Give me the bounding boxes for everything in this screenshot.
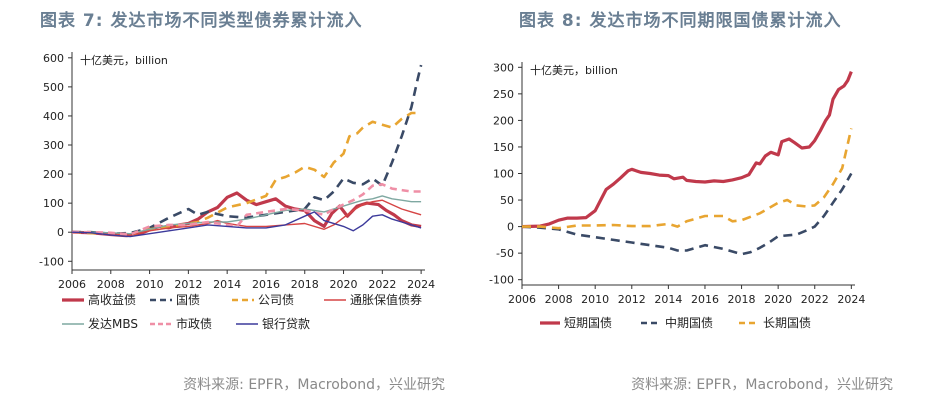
- legend-label: 发达MBS: [88, 316, 138, 331]
- x-tick-label: 2022: [368, 278, 396, 291]
- legend-item: 通胀保值债券: [324, 292, 422, 307]
- legend-label: 长期国债: [763, 316, 811, 330]
- y-tick-label: 300: [493, 61, 514, 74]
- series-line: [71, 211, 422, 238]
- legend-item: 长期国债: [739, 316, 811, 330]
- x-tick-label: 2016: [252, 278, 280, 291]
- legend-item: 市政债: [150, 316, 212, 331]
- x-tick-label: 2014: [654, 293, 682, 306]
- x-tick-label: 2022: [801, 293, 829, 306]
- legend-item: 公司债: [232, 293, 294, 307]
- x-tick-label: 2024: [837, 293, 865, 306]
- legend-item: 短期国债: [540, 316, 612, 330]
- y-tick-label: 600: [43, 52, 64, 65]
- chart-panel-right: 图表 8: 发达市场不同期限国债累计流入 -100 -50 0 50 100 150 200…: [467, 0, 935, 405]
- x-tick-label: 2010: [136, 278, 164, 291]
- source-note: 资料来源: EPFR，Macrobond，兴业研究: [631, 377, 893, 393]
- y-tick-label: 300: [43, 139, 64, 152]
- series-line: [521, 172, 853, 256]
- legend-label: 高收益债: [88, 292, 136, 307]
- y-tick-label: 0: [57, 226, 64, 239]
- legend-label: 银行贷款: [262, 317, 310, 331]
- x-tick-label: 2010: [581, 293, 609, 306]
- x-tick-label: 2018: [728, 293, 756, 306]
- y-tick-label: -100: [39, 255, 64, 268]
- series-line: [522, 128, 853, 230]
- unit-label: 十亿美元，billion: [80, 53, 168, 67]
- legend-label: 短期国债: [564, 316, 612, 330]
- y-tick-label: 400: [43, 110, 64, 123]
- line-chart-treasury-maturity: -100 -50 0 50 100 150 200 250 300 2006 2008 2010 201…: [489, 61, 865, 330]
- legend-label: 国债: [176, 293, 200, 307]
- legend-label: 中期国债: [665, 315, 713, 330]
- x-tick-label: 2008: [97, 278, 125, 291]
- y-tick-label: 50: [500, 194, 514, 207]
- y-tick-label: 250: [493, 88, 514, 101]
- x-tick-label: 2012: [174, 278, 202, 291]
- x-tick-label: 2006: [508, 293, 536, 306]
- x-tick-label: 2014: [213, 278, 241, 291]
- series-line: [71, 111, 422, 237]
- legend-item: 国债: [150, 293, 200, 307]
- x-tick-label: 2012: [618, 293, 646, 306]
- chart-panel-left: 图表 7: 发达市场不同类型债券累计流入 -100 0 100 200 300 400 50…: [0, 0, 467, 405]
- legend-label: 公司债: [258, 293, 294, 307]
- legend-label: 市政债: [176, 316, 212, 331]
- y-tick-label: 100: [493, 168, 514, 181]
- x-tick-label: 2008: [545, 293, 573, 306]
- x-tick-label: 2016: [691, 293, 719, 306]
- series-line: [72, 64, 423, 235]
- figure-title: 图表 8: 发达市场不同期限国债累计流入: [519, 11, 842, 31]
- legend-item: 中期国债: [641, 315, 713, 330]
- x-tick-label: 2020: [330, 278, 358, 291]
- y-tick-label: 200: [43, 168, 64, 181]
- y-tick-label: 500: [43, 81, 64, 94]
- y-tick-label: 0: [507, 221, 514, 234]
- y-tick-label: -100: [489, 274, 514, 287]
- y-tick-label: 150: [493, 141, 514, 154]
- y-tick-label: 200: [493, 114, 514, 127]
- series-line: [72, 183, 422, 236]
- line-chart-bond-types: -100 0 100 200 300 400 500 600 2006 2008 2010 2012 2…: [39, 52, 435, 331]
- figure-title: 图表 7: 发达市场不同类型债券累计流入: [40, 11, 363, 31]
- x-tick-label: 2018: [291, 278, 319, 291]
- x-tick-label: 2020: [764, 293, 792, 306]
- source-note: 资料来源: EPFR，Macrobond，兴业研究: [183, 377, 445, 393]
- series-line: [521, 71, 853, 229]
- unit-label: 十亿美元，billion: [530, 63, 618, 77]
- x-tick-label: 2006: [58, 278, 86, 291]
- legend-item: 银行贷款: [236, 317, 310, 331]
- series-line: [72, 195, 422, 235]
- legend-item: 高收益债: [62, 292, 136, 307]
- legend-item: 发达MBS: [62, 316, 138, 331]
- y-tick-label: -50: [496, 247, 514, 260]
- legend-label: 通胀保值债券: [350, 292, 422, 307]
- y-tick-label: 100: [43, 197, 64, 210]
- x-tick-label: 2024: [407, 278, 435, 291]
